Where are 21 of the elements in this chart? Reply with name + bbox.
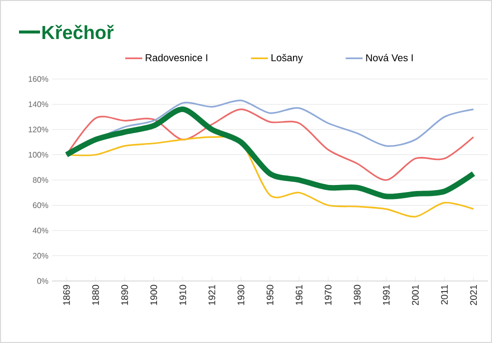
x-tick-label: 1930 (238, 284, 244, 305)
x-tick-label: 1900 (150, 284, 158, 305)
line-series (66, 108, 474, 181)
chart-title: Křečhoř (42, 24, 114, 40)
x-tick-label: 1980 (354, 284, 361, 305)
x-tick-label: 1970 (324, 284, 332, 305)
x-tick-label: 1890 (121, 284, 128, 305)
x-tick-label: 1950 (266, 284, 274, 305)
x-tick-label: 2001 (412, 284, 419, 306)
legend-label: Lošany (272, 54, 303, 64)
x-tick-label: 1921 (208, 284, 216, 305)
line-series (66, 136, 474, 218)
x-tick-label: 1880 (92, 284, 99, 305)
x-tick-label: 1961 (296, 284, 302, 305)
x-tick-label: 1991 (382, 284, 390, 305)
x-tick-label: 2021 (470, 284, 477, 306)
legend-label: Radovesnice I (146, 54, 208, 62)
x-tick-label: 1910 (179, 284, 186, 305)
legend-label: Nová Ves I (366, 54, 413, 62)
x-tick-label: 1869 (63, 284, 70, 305)
x-tick-label: 2011 (441, 284, 448, 304)
